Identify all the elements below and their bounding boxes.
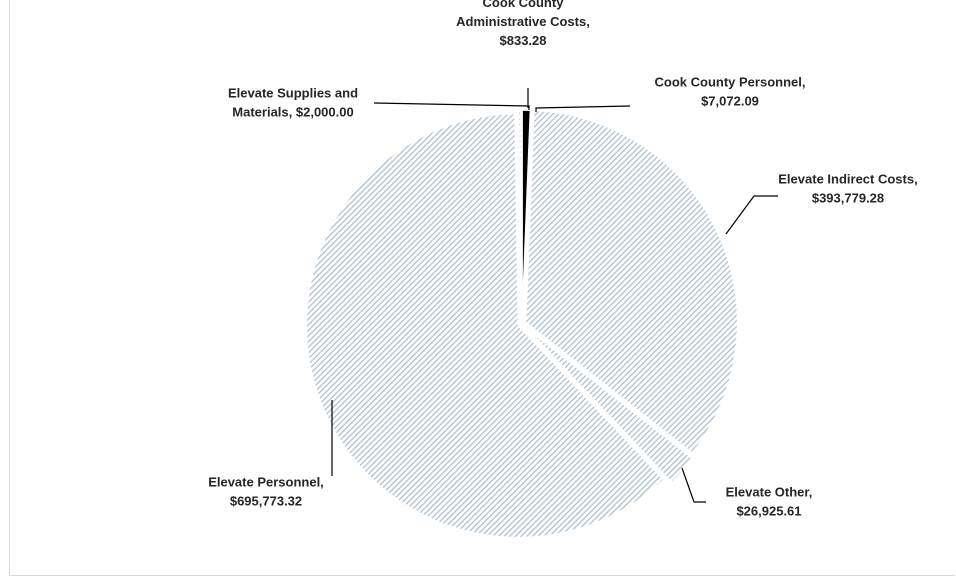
- slice-label-1: Elevate Indirect Costs, $393,779.28: [778, 172, 917, 206]
- slice-label-5: Cook County Administrative Costs, $833.28: [456, 0, 590, 48]
- pie-chart: Cook County Personnel, $7,072.09 Elevate I…: [208, 0, 918, 539]
- slice-label-3: Elevate Personnel, $695,773.32: [208, 475, 324, 509]
- slice-label-4-line-1: Materials, $2,000.00: [232, 105, 353, 120]
- pie-slice-5: [520, 109, 523, 323]
- slice-label-0: Cook County Personnel, $7,072.09: [655, 75, 806, 109]
- slice-label-0-line-1: $7,072.09: [701, 94, 759, 109]
- chart-area: Cook County Personnel, $7,072.09 Elevate I…: [9, 0, 955, 576]
- leader-line-4: [373, 102, 530, 110]
- slice-label-3-line-1: $695,773.32: [230, 494, 302, 509]
- slice-label-1-line-1: $393,779.28: [812, 191, 884, 206]
- slice-label-5-line-0: Cook County: [483, 0, 565, 10]
- slice-label-3-line-0: Elevate Personnel,: [208, 475, 324, 490]
- slice-label-2: Elevate Other, $26,925.61: [726, 485, 813, 519]
- pie-slice-1: [524, 109, 739, 455]
- slice-label-2-line-1: $26,925.61: [736, 504, 801, 519]
- leader-line-1: [725, 195, 778, 235]
- slice-label-1-line-0: Elevate Indirect Costs,: [778, 172, 917, 187]
- leader-line-2: [681, 467, 706, 503]
- slice-label-0-line-0: Cook County Personnel,: [655, 75, 806, 90]
- pie-slice-3: [305, 112, 665, 539]
- slice-label-4-line-0: Elevate Supplies and: [228, 86, 358, 101]
- slice-label-2-line-0: Elevate Other,: [726, 485, 813, 500]
- slice-label-4: Elevate Supplies and Materials, $2,000.00: [228, 86, 358, 120]
- slice-label-5-line-2: $833.28: [500, 33, 547, 48]
- slice-label-5-line-1: Administrative Costs,: [456, 14, 590, 29]
- leader-line-0: [535, 105, 631, 112]
